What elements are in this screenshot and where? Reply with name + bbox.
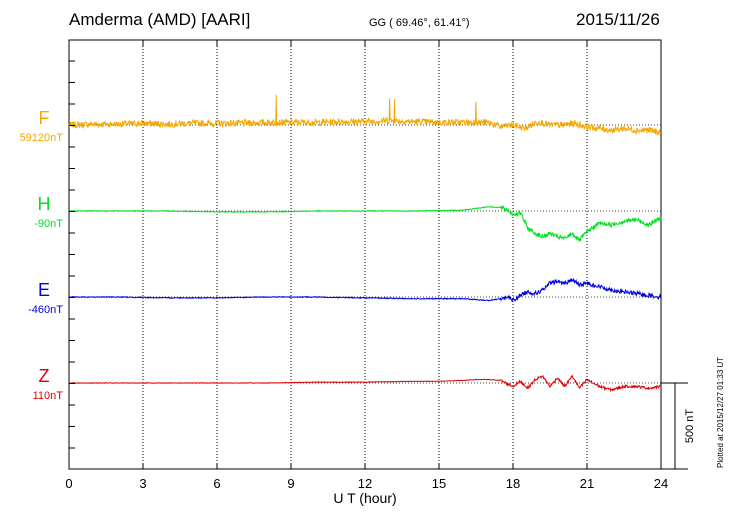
series-baseline-Z: 110nT [33, 390, 64, 402]
plot-frame [68, 39, 662, 470]
series-name-E: E [38, 280, 50, 300]
series-baseline-F: 59120nT [20, 132, 64, 144]
series-name-F: F [39, 108, 50, 128]
x-tick-label-6: 6 [213, 476, 220, 491]
plotted-timestamp: Plotted at 2015/12/27 01:33 UT [716, 356, 725, 468]
x-tick-label-24: 24 [654, 476, 668, 491]
x-tick-label-18: 18 [506, 476, 520, 491]
series-line-F [68, 94, 662, 136]
series-labels: F 59120nT H -90nT E -460nT Z 110nT [20, 108, 64, 402]
x-tick-label-21: 21 [580, 476, 594, 491]
series-baseline-E: -460nT [28, 304, 63, 316]
x-tick-label-9: 9 [287, 476, 294, 491]
series-line-E [68, 277, 661, 303]
plot-date: 2015/11/26 [576, 10, 660, 29]
series-line-Z [68, 374, 662, 393]
series-line-H [68, 204, 662, 242]
x-tick-label-0: 0 [65, 476, 72, 491]
series-baseline-H: -90nT [34, 218, 63, 230]
series-name-H: H [38, 194, 51, 214]
axis-ticks: 0 3 6 9 12 15 18 21 24 [65, 40, 668, 491]
series-name-Z: Z [39, 366, 50, 386]
grid-lines [142, 40, 588, 469]
series-lines [68, 94, 662, 393]
scale-bar: 500 nT [661, 382, 696, 470]
geo-coordinates: GG ( 69.46°, 61.41°) [369, 17, 470, 29]
x-tick-label-15: 15 [432, 476, 446, 491]
station-title: Amderma (AMD) [AARI] [69, 10, 251, 29]
x-tick-label-12: 12 [358, 476, 372, 491]
x-tick-label-3: 3 [139, 476, 146, 491]
scale-bar-label: 500 nT [684, 409, 696, 444]
x-axis-label: U T (hour) [333, 490, 396, 506]
